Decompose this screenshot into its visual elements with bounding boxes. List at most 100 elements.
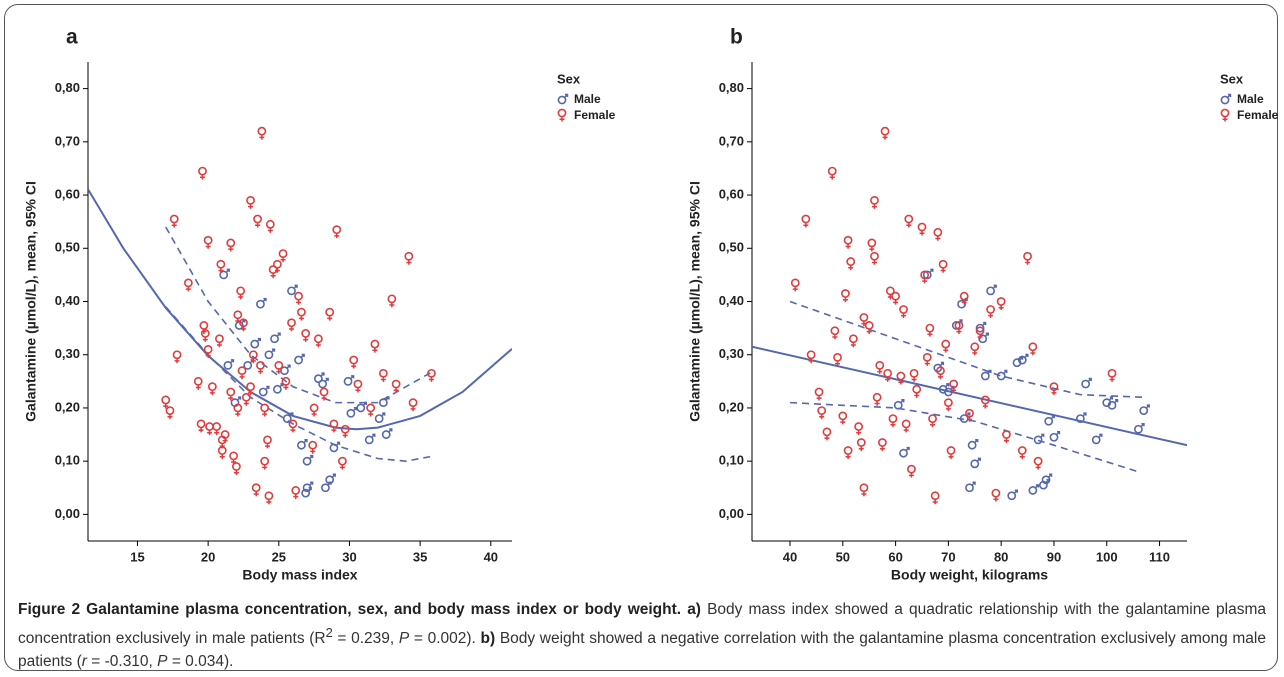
marker-cross <box>824 435 830 441</box>
marker-arrow <box>279 383 284 388</box>
female-marker <box>353 379 363 393</box>
marker-ring <box>841 289 850 298</box>
female-marker <box>991 488 1001 502</box>
marker-ring <box>297 440 306 450</box>
female-marker <box>841 289 850 303</box>
female-marker <box>901 419 911 433</box>
marker-cross <box>293 494 299 499</box>
marker-ring <box>374 414 384 423</box>
marker-ring <box>943 398 953 408</box>
marker-ring <box>308 440 318 450</box>
female-marker <box>814 387 824 401</box>
marker-cross <box>167 414 173 420</box>
y-tick-label: 0,50 <box>719 240 744 255</box>
female-marker <box>936 366 945 380</box>
female-marker <box>217 446 227 460</box>
marker-ring <box>172 350 182 360</box>
female-marker <box>248 350 258 364</box>
marker-ring <box>888 414 898 423</box>
marker-ring <box>827 166 837 176</box>
legend-label: Female <box>1237 108 1279 122</box>
marker-cross <box>280 257 286 263</box>
marker-ring <box>1081 379 1091 389</box>
female-marker <box>922 352 932 366</box>
marker-arrow <box>976 457 982 462</box>
female-marker <box>949 379 959 393</box>
female-marker <box>239 318 248 332</box>
marker-ring <box>1049 432 1059 442</box>
marker-arrow <box>900 399 905 404</box>
female-marker <box>870 195 879 209</box>
marker-arrow <box>320 372 325 377</box>
female-marker <box>830 326 840 340</box>
female-marker <box>205 422 214 436</box>
female-marker <box>260 403 270 417</box>
marker-cross <box>163 403 169 409</box>
male-marker <box>378 396 390 408</box>
marker-ring <box>967 440 977 450</box>
marker-cross <box>207 430 213 436</box>
marker-ring <box>986 286 996 296</box>
marker-cross <box>372 347 378 353</box>
marker-ring <box>313 334 323 344</box>
marker-cross <box>908 472 914 478</box>
marker-ring <box>856 438 866 447</box>
marker-ring <box>806 350 816 360</box>
marker-cross <box>214 430 220 436</box>
marker-cross <box>262 411 268 417</box>
marker-cross <box>228 395 234 401</box>
marker-cross <box>389 302 395 308</box>
marker-arrow <box>1108 396 1114 401</box>
female-marker <box>337 456 347 470</box>
caption-text: = 0.034). <box>167 653 234 671</box>
female-marker <box>391 379 401 393</box>
marker-cross <box>951 387 957 393</box>
y-tick-label: 0,60 <box>55 186 80 201</box>
female-marker <box>941 339 951 353</box>
marker-ring <box>830 326 840 336</box>
female-marker <box>203 344 213 358</box>
male-marker <box>1044 415 1055 426</box>
marker-cross <box>185 286 191 292</box>
marker-cross <box>202 337 208 342</box>
female-marker <box>986 305 996 318</box>
marker-ring <box>986 305 996 314</box>
marker-ring <box>1041 475 1051 485</box>
marker-cross <box>901 313 907 318</box>
marker-ring <box>896 371 906 381</box>
marker-ring <box>1017 355 1027 365</box>
female-marker <box>790 278 800 292</box>
female-marker <box>928 414 937 428</box>
male-marker <box>1081 377 1092 389</box>
marker-ring <box>846 257 856 266</box>
female-marker <box>278 249 288 263</box>
female-marker <box>1107 368 1117 382</box>
marker-ring <box>226 238 236 248</box>
female-marker <box>329 419 339 433</box>
caption-label: b) <box>480 630 496 648</box>
marker-ring <box>203 235 213 245</box>
marker-ring <box>270 334 279 344</box>
marker-cross <box>205 243 211 249</box>
x-tick-label: 70 <box>941 549 955 564</box>
male-marker <box>297 438 308 450</box>
male-marker <box>219 268 230 280</box>
x-tick-label: 40 <box>783 549 797 564</box>
marker-cross <box>334 233 340 239</box>
marker-ring <box>864 321 874 330</box>
x-tick-label: 25 <box>272 549 286 564</box>
female-marker <box>864 321 874 334</box>
marker-cross <box>848 265 854 271</box>
marker-ring <box>205 422 214 431</box>
female-marker <box>297 307 306 321</box>
female-marker <box>387 294 397 308</box>
marker-ring <box>301 329 311 338</box>
marker-ring <box>337 456 347 466</box>
marker-cross <box>253 491 259 497</box>
marker-arrow <box>1145 404 1150 409</box>
marker-ring <box>899 448 908 458</box>
male-marker <box>325 473 336 485</box>
marker-ring <box>1033 435 1043 445</box>
marker-ring <box>387 294 397 304</box>
marker-ring <box>212 422 222 431</box>
